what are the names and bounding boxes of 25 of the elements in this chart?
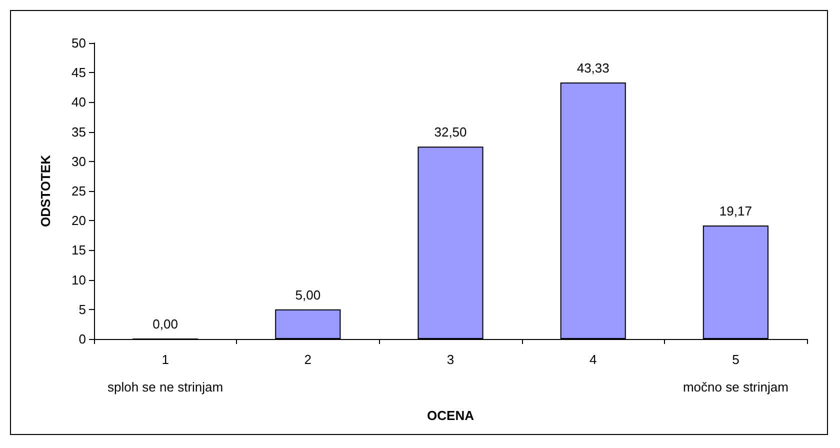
- y-tick-label: 10: [72, 272, 86, 288]
- text: sploh se ne strinjam: [107, 380, 224, 394]
- y-tick-label: 15: [72, 242, 86, 258]
- data-label: 32,50: [434, 124, 467, 140]
- x-tick-label: 4: [589, 352, 597, 367]
- x-tick-label: 1: [162, 352, 169, 367]
- x-tick-label: 3: [446, 352, 454, 367]
- y-tick-label: 45: [72, 65, 86, 80]
- y-tick-label: 30: [72, 154, 86, 169]
- y-tick-label: 25: [72, 184, 86, 198]
- y-tick-label: 35: [72, 124, 86, 140]
- y-tick-label: 20: [72, 213, 86, 228]
- data-label: 5,00: [295, 287, 321, 302]
- y-tick-label: 5: [78, 302, 86, 317]
- x-tick-label: 2: [304, 352, 312, 367]
- data-label: 0,00: [152, 316, 178, 332]
- data-label: 43,33: [576, 60, 610, 76]
- y-axis-title: ODSTOTEK: [38, 154, 53, 227]
- x-tick-label: 5: [732, 352, 740, 367]
- y-tick-label: 0: [78, 332, 86, 346]
- data-label: 19,17: [719, 204, 752, 219]
- y-tick-label: 50: [72, 36, 86, 50]
- x-axis-title: OCENA: [427, 408, 475, 423]
- y-tick-label: 40: [72, 94, 86, 110]
- text: močno se strinjam: [682, 380, 788, 394]
